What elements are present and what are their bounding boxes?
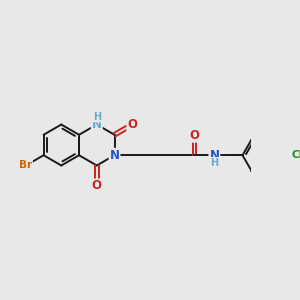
Text: O: O (189, 129, 200, 142)
Text: O: O (92, 179, 102, 193)
Text: Br: Br (19, 160, 32, 170)
Text: Cl: Cl (292, 150, 300, 160)
Text: N: N (209, 149, 219, 162)
Text: O: O (127, 118, 137, 131)
Text: H: H (210, 158, 218, 168)
Text: H: H (93, 112, 101, 122)
Text: N: N (92, 118, 102, 131)
Text: N: N (110, 149, 119, 162)
